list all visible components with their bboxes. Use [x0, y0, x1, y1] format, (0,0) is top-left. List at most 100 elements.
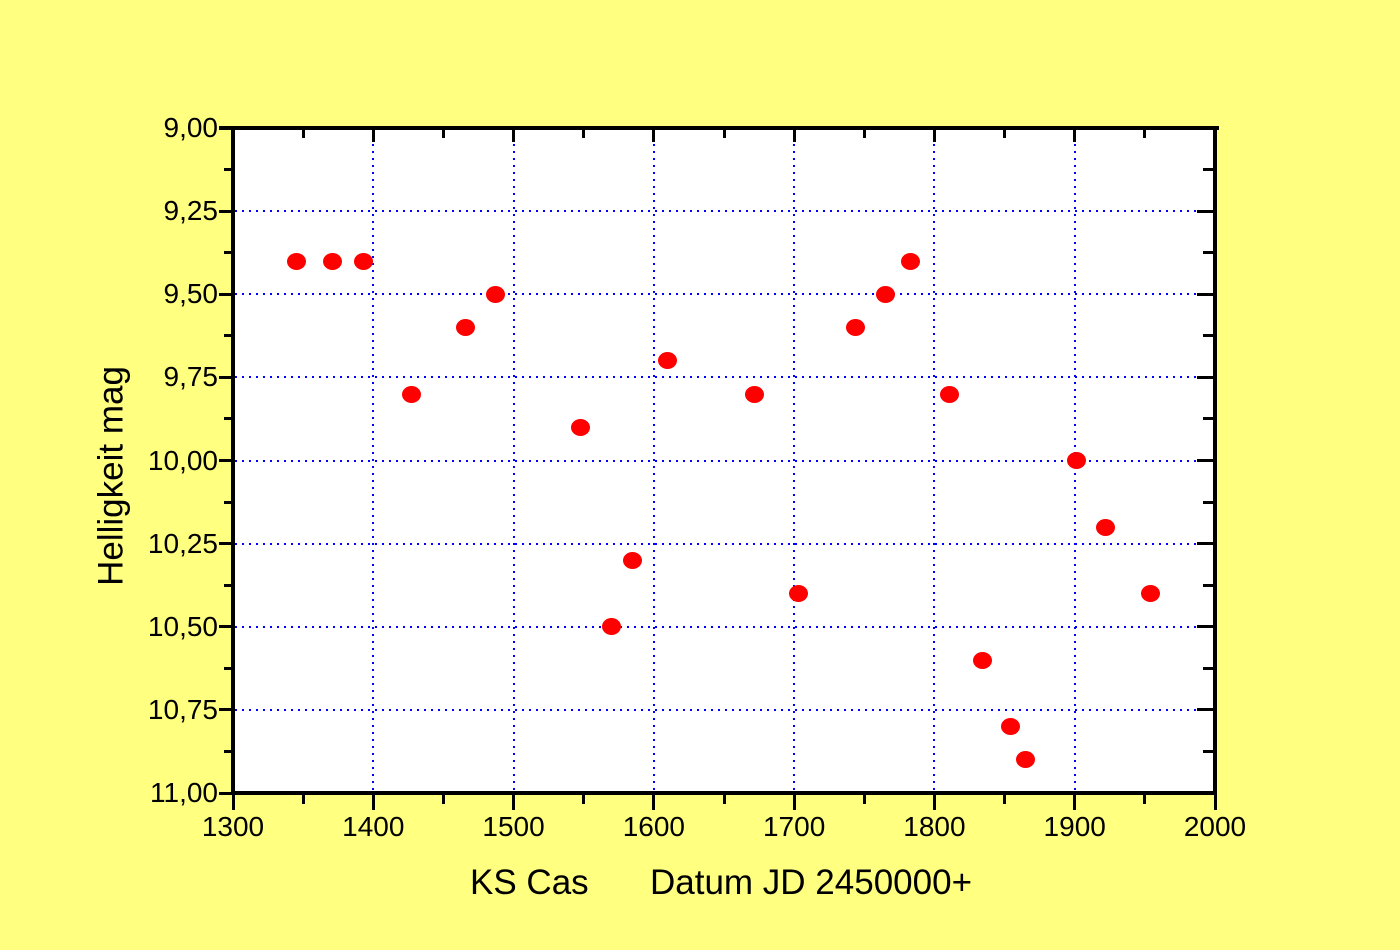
data-point — [623, 551, 643, 569]
data-point — [846, 319, 866, 336]
x-major-tick-top — [371, 130, 375, 142]
v-gridline — [372, 130, 375, 791]
x-major-tick-top — [512, 130, 516, 142]
y-major-tick-right — [1197, 459, 1213, 462]
y-major-tick — [219, 375, 231, 379]
y-major-tick-right — [1197, 708, 1213, 712]
x-minor-tick — [862, 795, 866, 804]
y-minor-tick-right — [1203, 168, 1213, 172]
x-minor-tick — [582, 795, 586, 804]
x-major-tick — [932, 795, 936, 810]
left-axis — [231, 126, 235, 795]
y-tick-label: 9,00 — [163, 112, 219, 143]
x-minor-tick — [301, 795, 305, 804]
x-minor-tick-top — [582, 130, 586, 138]
h-gridline — [235, 542, 1213, 545]
data-point — [401, 385, 421, 403]
y-minor-tick — [224, 500, 231, 504]
y-tick-label: 9,75 — [163, 361, 219, 393]
y-minor-tick-right — [1203, 749, 1213, 753]
data-point — [485, 285, 505, 303]
data-point — [456, 319, 476, 336]
y-minor-tick — [224, 417, 231, 421]
x-major-tick — [231, 795, 235, 810]
y-tick-label: 9,50 — [163, 278, 219, 310]
x-minor-tick-top — [1143, 130, 1147, 138]
v-gridline — [652, 130, 655, 791]
y-tick-label: 10,00 — [147, 444, 218, 476]
x-minor-tick — [441, 795, 445, 804]
y-minor-tick-right — [1203, 500, 1213, 504]
top-axis — [219, 126, 1219, 130]
x-tick-label: 1500 — [482, 811, 545, 842]
x-tick-label: 1900 — [1043, 811, 1106, 842]
x-minor-tick-top — [301, 130, 305, 138]
y-major-tick — [219, 209, 231, 213]
y-minor-tick-right — [1203, 251, 1213, 255]
x-major-tick-top — [1073, 130, 1077, 142]
h-gridline — [235, 708, 1213, 711]
data-point — [1096, 518, 1116, 536]
x-major-tick — [512, 795, 516, 810]
bottom-axis — [231, 791, 1217, 795]
data-point — [875, 285, 895, 303]
x-minor-tick-top — [1003, 130, 1007, 138]
data-point — [972, 651, 992, 669]
data-point — [1000, 718, 1020, 735]
x-minor-tick — [1143, 795, 1147, 804]
y-minor-tick-right — [1203, 417, 1213, 421]
data-point — [658, 352, 678, 370]
y-tick-label: 10,25 — [147, 527, 218, 559]
data-point — [788, 585, 808, 602]
x-major-tick-top — [932, 130, 936, 142]
chart-title-star-name: KS Cas — [470, 863, 589, 902]
y-major-tick — [219, 708, 231, 712]
y-tick-label: 9,25 — [163, 195, 219, 227]
y-major-tick-right — [1197, 292, 1213, 296]
x-tick-label: 1800 — [903, 811, 966, 842]
x-tick-label: 1300 — [201, 811, 265, 842]
y-tick-label: 11,00 — [150, 777, 218, 808]
y-minor-tick — [224, 749, 231, 753]
data-point — [901, 252, 921, 270]
y-major-tick — [219, 542, 231, 546]
y-minor-tick — [224, 251, 231, 255]
y-minor-tick — [224, 583, 231, 587]
x-major-tick-top — [652, 130, 656, 142]
y-minor-tick-right — [1203, 583, 1213, 587]
v-gridline — [793, 130, 796, 791]
data-point — [286, 252, 306, 270]
data-point — [602, 618, 622, 636]
v-gridline — [512, 130, 515, 791]
data-point — [1066, 452, 1086, 469]
h-gridline — [235, 293, 1213, 296]
x-minor-tick — [722, 795, 726, 804]
y-tick-label: 10,50 — [147, 610, 218, 642]
h-gridline — [235, 625, 1213, 628]
x-major-tick — [652, 795, 656, 810]
data-point — [323, 252, 343, 270]
y-minor-tick — [224, 168, 231, 172]
x-tick-label: 1700 — [762, 811, 826, 842]
x-major-tick — [792, 795, 796, 810]
x-minor-tick-top — [862, 130, 866, 138]
right-axis — [1213, 126, 1217, 795]
data-point — [1140, 585, 1160, 602]
x-tick-label: 2000 — [1183, 811, 1247, 842]
h-gridline — [235, 459, 1213, 462]
x-major-tick-top — [792, 130, 796, 142]
x-minor-tick — [1003, 795, 1007, 804]
y-major-tick — [219, 459, 231, 462]
y-major-tick — [219, 625, 231, 629]
y-minor-tick — [224, 666, 231, 670]
y-major-tick — [219, 292, 231, 296]
y-axis-title: Helligkeit mag — [91, 366, 131, 586]
data-point — [1016, 751, 1036, 769]
y-minor-tick-right — [1203, 666, 1213, 670]
y-major-tick-right — [1197, 209, 1213, 213]
y-major-tick — [219, 791, 231, 795]
x-tick-label: 1600 — [622, 811, 685, 842]
y-minor-tick — [224, 334, 231, 338]
y-major-tick-right — [1197, 375, 1213, 379]
